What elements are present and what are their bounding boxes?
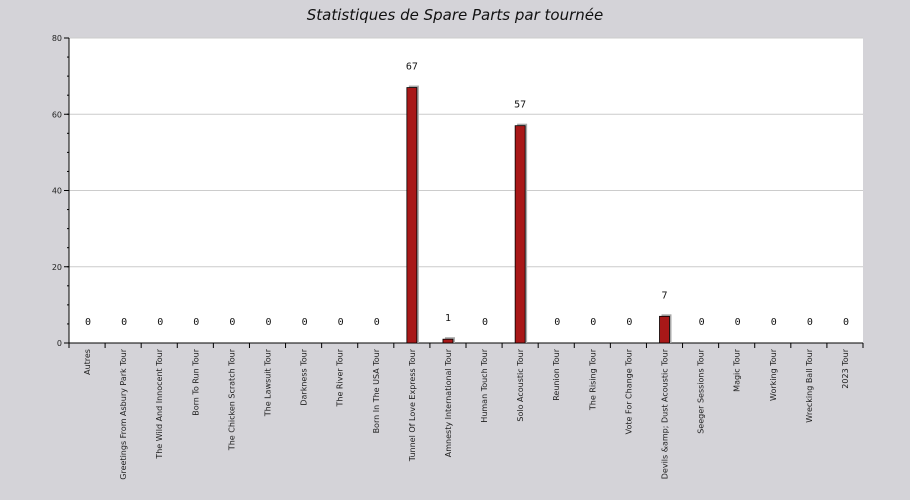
- data-label: 0: [193, 317, 199, 328]
- data-label: 0: [699, 317, 705, 328]
- x-tick-label: Born In The USA Tour: [372, 348, 381, 433]
- x-tick-label: Darkness Tour: [300, 348, 309, 405]
- chart-title: Statistiques de Spare Parts par tournée: [306, 6, 604, 24]
- x-tick-label: Born To Run Tour: [191, 348, 200, 415]
- data-label: 0: [554, 317, 560, 328]
- bar: [406, 87, 418, 344]
- data-label: 0: [374, 317, 380, 328]
- y-tick-label: 80: [52, 34, 62, 43]
- data-label: 0: [229, 317, 235, 328]
- data-label: 0: [302, 317, 308, 328]
- x-tick-label: Seeger Sessions Tour: [697, 348, 706, 433]
- data-label: 0: [807, 317, 813, 328]
- x-tick-label: Vote For Change Tour: [624, 348, 633, 434]
- x-tick-label: The Chicken Scratch Tour: [227, 348, 236, 451]
- data-label: 0: [626, 317, 632, 328]
- y-tick-label: 40: [52, 187, 62, 196]
- x-tick-label: Autres: [83, 349, 92, 375]
- data-label: 0: [157, 317, 163, 328]
- x-tick-label: The Rising Tour: [588, 348, 597, 411]
- x-tick-label: Tunnel Of Love Express Tour: [408, 348, 417, 462]
- x-tick-label: Magic Tour: [733, 348, 742, 392]
- x-tick-label: Solo Acoustic Tour: [516, 348, 525, 421]
- data-label: 7: [661, 290, 667, 301]
- y-tick-label: 60: [52, 110, 62, 119]
- x-tick-label: Devils &amp; Dust Acoustic Tour: [661, 348, 670, 479]
- x-tick-label: The Wild And Innocent Tour: [155, 348, 164, 459]
- bar: [442, 338, 454, 344]
- x-tick-label: Reunion Tour: [552, 348, 561, 400]
- x-tick-label: The River Tour: [336, 348, 345, 407]
- y-tick-label: 0: [57, 339, 62, 348]
- data-label: 0: [121, 317, 127, 328]
- data-label: 57: [514, 100, 526, 111]
- data-label: 67: [406, 62, 418, 73]
- data-label: 0: [265, 317, 271, 328]
- data-label: 0: [771, 317, 777, 328]
- x-tick-label: Amnesty International Tour: [444, 348, 453, 457]
- data-label: 0: [482, 317, 488, 328]
- bar: [514, 125, 526, 344]
- y-tick-label: 20: [52, 263, 62, 272]
- data-label: 0: [85, 317, 91, 328]
- data-label: 1: [445, 313, 451, 324]
- x-tick-label: Wrecking Ball Tour: [805, 348, 814, 422]
- x-tick-label: 2023 Tour: [841, 348, 850, 388]
- bar: [659, 315, 670, 344]
- x-tick-label: The Lawsuit Tour: [264, 348, 273, 417]
- data-label: 0: [590, 317, 596, 328]
- x-tick-label: Working Tour: [769, 348, 778, 401]
- x-tick-label: Human Touch Tour: [480, 348, 489, 422]
- x-tick-label: Greetings From Asbury Park Tour: [119, 348, 128, 479]
- data-label: 0: [843, 317, 849, 328]
- data-label: 0: [735, 317, 741, 328]
- data-label: 0: [338, 317, 344, 328]
